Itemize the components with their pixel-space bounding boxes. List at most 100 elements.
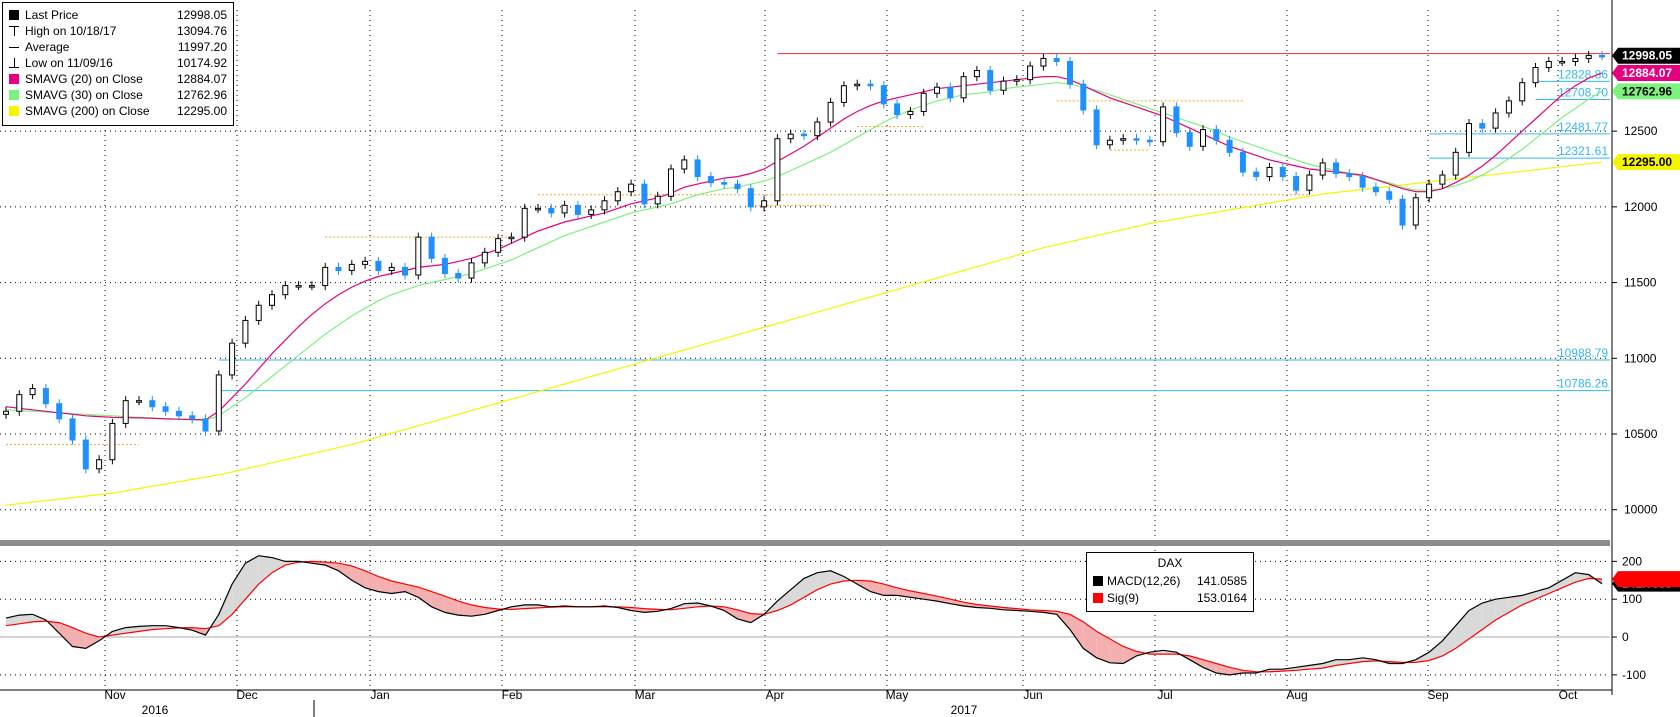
candle-body <box>16 394 23 412</box>
candle-body <box>1120 138 1127 141</box>
legend-value: 12884.07 <box>176 72 227 86</box>
candle-body <box>747 188 754 208</box>
candle-body <box>189 415 196 420</box>
legend-row-sma30: SMAVG (30) on Close 12762.96 <box>9 87 227 103</box>
macd-legend: DAX MACD(12,26) 141.0585 Sig(9) 153.0164 <box>1086 552 1254 612</box>
macd-legend-row: MACD(12,26) 141.0585 <box>1093 572 1247 589</box>
candle-body <box>1133 138 1140 141</box>
legend-label: Average <box>25 40 70 54</box>
candle-body <box>322 266 329 287</box>
x-tick-label: Apr <box>766 688 785 702</box>
candle-body <box>388 266 395 271</box>
candle-body <box>947 86 954 99</box>
macd-fill <box>777 589 791 611</box>
candle-body <box>1226 139 1233 153</box>
candle-body <box>255 304 262 321</box>
macd-fill <box>258 555 272 585</box>
candle-body <box>628 183 635 193</box>
legend-row-high: High on 10/18/17 13094.76 <box>9 23 227 39</box>
candle-body <box>348 263 355 271</box>
candle-body <box>428 236 435 259</box>
legend-swatch <box>9 74 19 84</box>
candle-body <box>468 262 475 279</box>
macd-fill <box>870 581 884 596</box>
sma20-line <box>5 72 1603 421</box>
legend-label: Last Price <box>25 8 79 22</box>
legend-label: Sig(9) <box>1107 590 1140 605</box>
candle-body <box>1080 83 1087 111</box>
x-tick-label: Feb <box>502 688 523 702</box>
candle-body <box>1173 106 1180 134</box>
macd-fill <box>338 563 352 581</box>
candle-body <box>1040 57 1047 67</box>
candle-body <box>202 418 209 432</box>
candle-body <box>1279 166 1286 178</box>
legend-value: 11997.20 <box>177 40 227 54</box>
candle-body <box>521 207 528 238</box>
macd-fill <box>1070 614 1084 649</box>
signal-legend-row: Sig(9) 153.0164 <box>1093 589 1247 606</box>
candle-body <box>269 294 275 306</box>
legend-value: 12998.05 <box>176 8 227 22</box>
macd-fill <box>19 614 33 624</box>
candle-body <box>960 76 967 99</box>
legend-swatch <box>9 10 19 20</box>
panel-separator <box>0 540 1610 546</box>
candle-body <box>42 388 49 405</box>
candle-body <box>242 319 249 344</box>
level-label: 12481.77 <box>1558 120 1608 134</box>
price-tag <box>1612 83 1680 100</box>
candle-body <box>1466 123 1472 153</box>
candle-body <box>1319 162 1326 176</box>
candle-body <box>1027 65 1034 81</box>
candle-body <box>1426 183 1433 199</box>
candle-body <box>56 403 63 420</box>
candle-body <box>601 200 608 211</box>
candle-body <box>1399 198 1406 226</box>
candle-body <box>1266 166 1273 178</box>
candle-body <box>774 138 781 202</box>
candle-body <box>3 410 9 415</box>
macd-fill <box>85 633 100 649</box>
candle-body <box>282 285 289 296</box>
candle-body <box>1306 174 1313 191</box>
signal-line <box>5 560 1603 673</box>
legend-label: High on 10/18/17 <box>25 24 117 38</box>
candle-body <box>561 204 568 214</box>
price-tag <box>1612 64 1680 81</box>
legend-label: SMAVG (30) on Close <box>25 88 143 102</box>
macd-fill <box>1455 610 1469 649</box>
candle-body <box>122 400 129 424</box>
candle-body <box>1479 123 1486 129</box>
x-tick-label: Jul <box>1157 688 1172 702</box>
level-label: 12828.86 <box>1558 67 1608 81</box>
legend-value: 13094.76 <box>176 24 227 38</box>
macd-tag <box>1612 571 1680 588</box>
legend-label: SMAVG (200) on Close <box>25 104 150 118</box>
legend-row-sma200: SMAVG (200) on Close 12295.00 <box>9 103 227 119</box>
candle-body <box>455 272 462 279</box>
macd-fill <box>471 604 485 617</box>
candle-body <box>495 238 502 253</box>
candle-body <box>1067 60 1073 85</box>
macd-fill <box>218 584 233 626</box>
macd-fill <box>458 601 472 617</box>
candle-body <box>614 191 621 202</box>
macd-fill <box>1469 602 1483 639</box>
x-tick-label: Jan <box>370 688 389 702</box>
y-tick-label: 10500 <box>1624 427 1658 441</box>
candle-body <box>96 459 103 470</box>
candle-body <box>894 103 901 115</box>
price-tag-label: 12295.00 <box>1622 155 1672 169</box>
x-tick-label: Oct <box>1559 688 1578 702</box>
candle-body <box>82 439 89 470</box>
candle-body <box>761 200 768 208</box>
x-tick-label: Aug <box>1286 688 1307 702</box>
candle-body <box>1106 139 1113 146</box>
candle-body <box>481 251 488 264</box>
candle-body <box>867 83 874 87</box>
candle-body <box>1585 54 1592 59</box>
candle-body <box>574 204 581 215</box>
candle-body <box>229 342 236 376</box>
